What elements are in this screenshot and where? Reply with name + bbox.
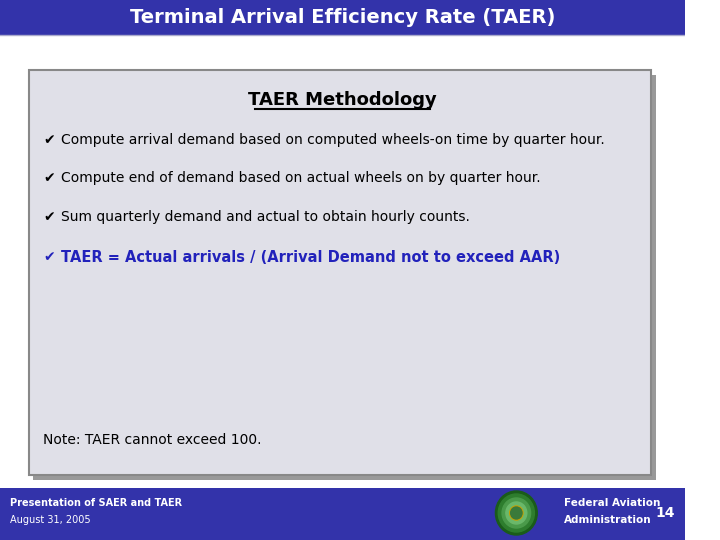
Circle shape bbox=[498, 494, 534, 532]
Text: Sum quarterly demand and actual to obtain hourly counts.: Sum quarterly demand and actual to obtai… bbox=[61, 210, 469, 224]
Circle shape bbox=[502, 498, 531, 528]
Text: Presentation of SAER and TAER: Presentation of SAER and TAER bbox=[9, 498, 181, 508]
Circle shape bbox=[510, 507, 522, 519]
Text: TAER = Actual arrivals / (Arrival Demand not to exceed AAR): TAER = Actual arrivals / (Arrival Demand… bbox=[61, 249, 560, 265]
Text: Administration: Administration bbox=[564, 515, 652, 525]
Text: Compute end of demand based on actual wheels on by quarter hour.: Compute end of demand based on actual wh… bbox=[61, 171, 541, 185]
FancyBboxPatch shape bbox=[33, 75, 656, 480]
FancyBboxPatch shape bbox=[0, 488, 685, 540]
FancyBboxPatch shape bbox=[0, 0, 685, 35]
Text: August 31, 2005: August 31, 2005 bbox=[9, 515, 90, 525]
Text: Note: TAER cannot exceed 100.: Note: TAER cannot exceed 100. bbox=[42, 433, 261, 447]
Text: ✔: ✔ bbox=[44, 171, 55, 185]
Text: ✔: ✔ bbox=[44, 133, 55, 147]
Circle shape bbox=[510, 506, 523, 520]
Text: TAER Methodology: TAER Methodology bbox=[248, 91, 437, 109]
FancyBboxPatch shape bbox=[29, 70, 652, 475]
Text: 14: 14 bbox=[656, 506, 675, 520]
Circle shape bbox=[495, 491, 537, 535]
Circle shape bbox=[506, 502, 527, 524]
Text: ✔: ✔ bbox=[44, 250, 55, 264]
Text: Federal Aviation: Federal Aviation bbox=[564, 498, 660, 508]
Text: ✔: ✔ bbox=[44, 210, 55, 224]
Text: Terminal Arrival Efficiency Rate (TAER): Terminal Arrival Efficiency Rate (TAER) bbox=[130, 8, 555, 27]
Text: Compute arrival demand based on computed wheels-on time by quarter hour.: Compute arrival demand based on computed… bbox=[61, 133, 605, 147]
